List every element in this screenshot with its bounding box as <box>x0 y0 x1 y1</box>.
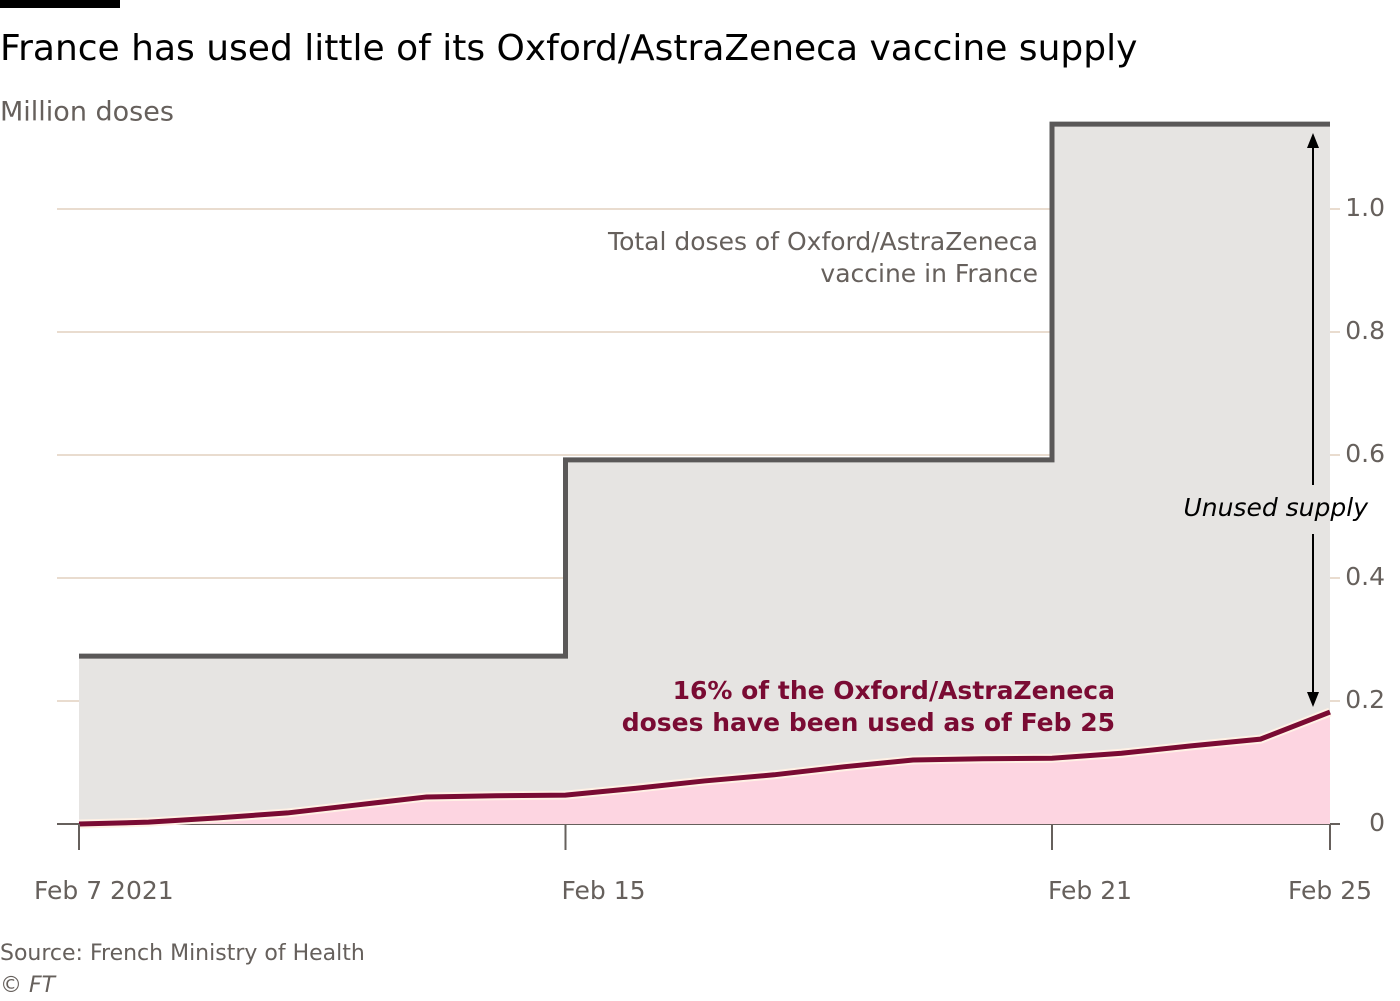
annotation: Total doses of Oxford/AstraZeneca <box>607 227 1038 256</box>
arrow-head <box>1307 692 1319 707</box>
line <box>78 709 1331 827</box>
x-tick-label: Feb 15 <box>561 876 645 905</box>
y-tick-label: 0 <box>1369 808 1385 837</box>
annotation: doses have been used as of Feb 25 <box>622 708 1115 737</box>
annotation: vaccine in France <box>820 259 1038 288</box>
header-bar <box>0 0 120 8</box>
x-tick-label: Feb 21 <box>1048 876 1132 905</box>
area <box>79 124 1330 824</box>
y-tick-label: 0.6 <box>1345 439 1385 468</box>
area <box>79 712 1330 824</box>
x-tick-label: Feb 7 2021 <box>34 876 174 905</box>
y-tick-label: 0.4 <box>1345 562 1385 591</box>
x-tick-label: Feb 25 <box>1288 876 1372 905</box>
y-tick-label: 1.0 <box>1345 193 1385 222</box>
chart-title: France has used little of its Oxford/Ast… <box>0 28 1137 69</box>
credit: © FT <box>0 973 57 998</box>
chart-subtitle: Million doses <box>0 97 174 128</box>
y-tick-label: 0.8 <box>1345 316 1385 345</box>
line <box>79 121 1330 659</box>
annotation: Unused supply <box>1183 493 1369 522</box>
source: Source: French Ministry of Health <box>0 941 365 966</box>
annotation: 16% of the Oxford/AstraZeneca <box>673 676 1115 705</box>
y-tick-label: 0.2 <box>1345 685 1385 714</box>
arrow-head <box>1307 133 1319 148</box>
